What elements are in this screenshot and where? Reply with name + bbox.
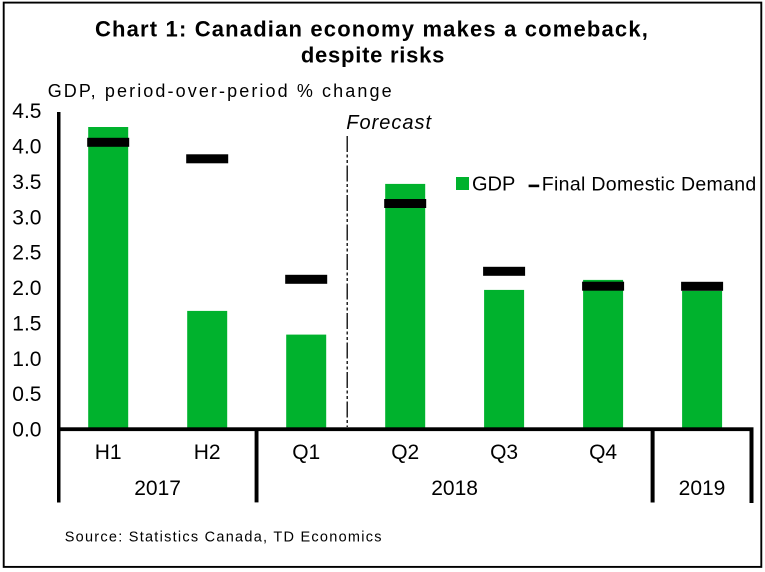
svg-text:0.5: 0.5 (12, 383, 41, 406)
svg-text:H1: H1 (95, 441, 122, 464)
svg-text:1.0: 1.0 (12, 348, 41, 371)
svg-text:4.0: 4.0 (12, 136, 41, 159)
svg-text:2018: 2018 (431, 477, 478, 500)
svg-text:Final Domestic Demand: Final Domestic Demand (542, 173, 757, 195)
svg-text:2019: 2019 (679, 477, 726, 500)
svg-text:Chart 1: Canadian economy make: Chart 1: Canadian economy makes a comeba… (95, 17, 649, 42)
svg-text:despite risks: despite risks (301, 43, 445, 68)
svg-text:Q1: Q1 (292, 441, 320, 464)
svg-text:Forecast: Forecast (346, 112, 432, 134)
svg-text:4.5: 4.5 (12, 100, 41, 123)
svg-text:2017: 2017 (134, 477, 181, 500)
svg-text:2.5: 2.5 (12, 242, 41, 265)
svg-text:H2: H2 (194, 441, 221, 464)
svg-text:Q3: Q3 (490, 441, 518, 464)
svg-text:0.0: 0.0 (12, 419, 41, 442)
svg-text:GDP: GDP (472, 173, 515, 195)
svg-text:GDP, period-over-period % chan: GDP, period-over-period % change (48, 81, 394, 101)
svg-text:1.5: 1.5 (12, 313, 41, 336)
svg-text:Q4: Q4 (589, 441, 617, 464)
svg-text:2.0: 2.0 (12, 277, 41, 300)
svg-text:Q2: Q2 (391, 441, 419, 464)
svg-text:3.5: 3.5 (12, 171, 41, 194)
svg-text:3.0: 3.0 (12, 206, 41, 229)
svg-text:Source: Statistics Canada, TD: Source: Statistics Canada, TD Economics (65, 530, 383, 546)
